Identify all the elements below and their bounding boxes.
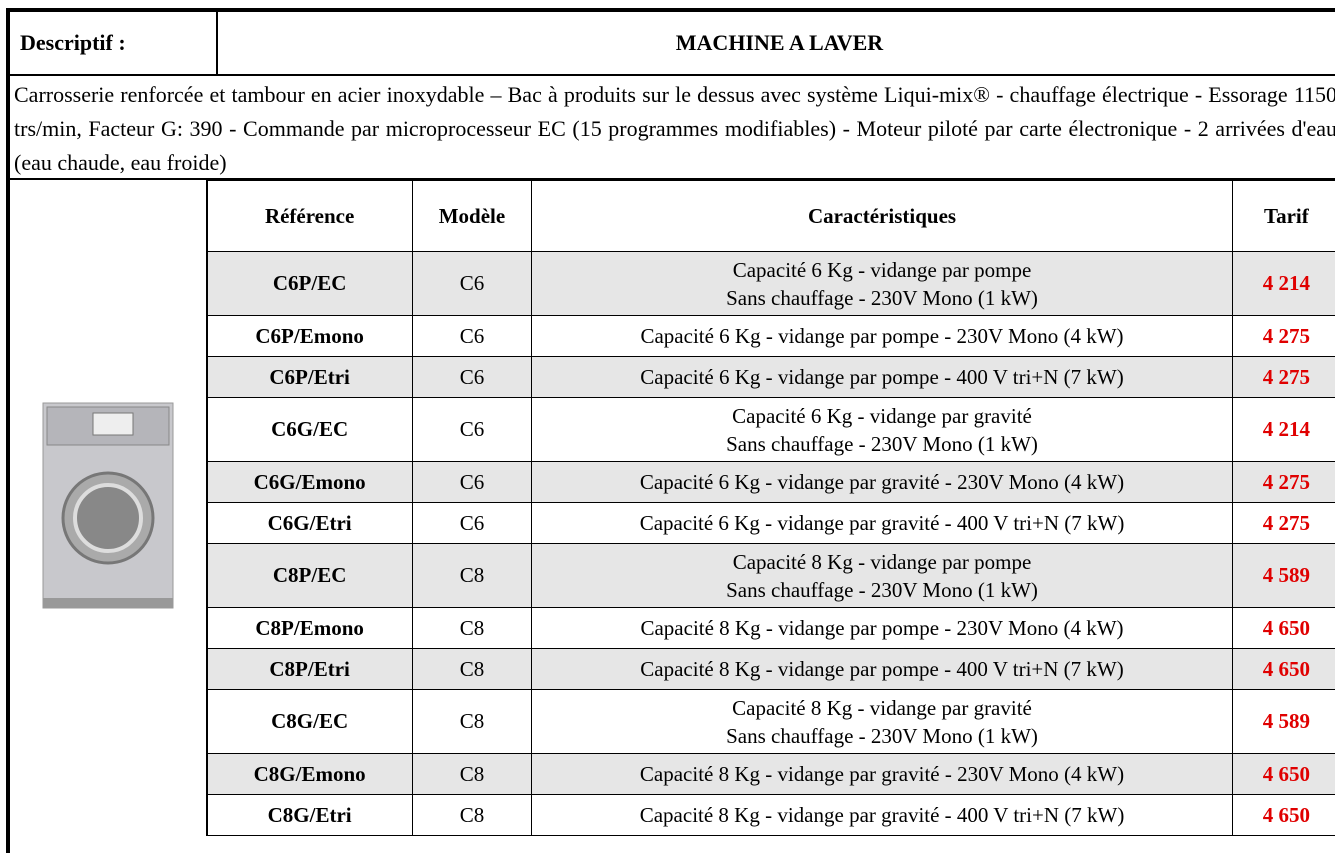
- feature-line: Capacité 6 Kg - vidange par gravité: [538, 402, 1226, 430]
- model: C6: [412, 252, 532, 316]
- price: 4 275: [1232, 357, 1335, 398]
- feature-line: Capacité 6 Kg - vidange par pompe - 400 …: [538, 363, 1226, 391]
- feature-line: Sans chauffage - 230V Mono (1 kW): [538, 722, 1226, 750]
- feature-line: Capacité 6 Kg - vidange par pompe - 230V…: [538, 322, 1226, 350]
- features: Capacité 8 Kg - vidange par gravité - 40…: [532, 795, 1233, 836]
- column-header: Caractéristiques: [532, 181, 1233, 252]
- feature-line: Capacité 6 Kg - vidange par gravité - 23…: [538, 468, 1226, 496]
- model: C8: [412, 795, 532, 836]
- feature-line: Capacité 6 Kg - vidange par gravité - 40…: [538, 509, 1226, 537]
- features: Capacité 6 Kg - vidange par pompe - 230V…: [532, 316, 1233, 357]
- column-header: Modèle: [412, 181, 532, 252]
- model: C6: [412, 462, 532, 503]
- reference: C8P/Emono: [207, 608, 412, 649]
- model: C8: [412, 754, 532, 795]
- price: 4 650: [1232, 754, 1335, 795]
- price: 4 650: [1232, 608, 1335, 649]
- reference: C8P/EC: [207, 544, 412, 608]
- price: 4 275: [1232, 462, 1335, 503]
- feature-line: Sans chauffage - 230V Mono (1 kW): [538, 284, 1226, 312]
- model: C8: [412, 649, 532, 690]
- header-label: Descriptif :: [10, 12, 218, 74]
- model: C8: [412, 690, 532, 754]
- column-header: Tarif: [1232, 181, 1335, 252]
- header: Descriptif : MACHINE A LAVER: [10, 12, 1335, 76]
- model: C6: [412, 357, 532, 398]
- price: 4 650: [1232, 649, 1335, 690]
- reference: C6G/Etri: [207, 503, 412, 544]
- feature-line: Capacité 6 Kg - vidange par pompe: [538, 256, 1226, 284]
- reference: C6P/EC: [207, 252, 412, 316]
- column-header: Référence: [207, 181, 412, 252]
- model: C6: [412, 316, 532, 357]
- feature-line: Capacité 8 Kg - vidange par pompe - 400 …: [538, 655, 1226, 683]
- price: 4 275: [1232, 316, 1335, 357]
- reference: C6P/Etri: [207, 357, 412, 398]
- reference: C8G/Emono: [207, 754, 412, 795]
- feature-line: Capacité 8 Kg - vidange par gravité - 23…: [538, 760, 1226, 788]
- washing-machine: [33, 393, 183, 623]
- price: 4 589: [1232, 544, 1335, 608]
- features: Capacité 6 Kg - vidange par pompe - 400 …: [532, 357, 1233, 398]
- feature-line: Sans chauffage - 230V Mono (1 kW): [538, 576, 1226, 604]
- features: Capacité 8 Kg - vidange par gravité - 23…: [532, 754, 1233, 795]
- price: 4 589: [1232, 690, 1335, 754]
- header-title: MACHINE A LAVER: [218, 12, 1335, 74]
- reference: C8P/Etri: [207, 649, 412, 690]
- features: Capacité 6 Kg - vidange par gravité - 23…: [532, 462, 1233, 503]
- feature-line: Sans chauffage - 230V Mono (1 kW): [538, 430, 1226, 458]
- reference: C6G/EC: [207, 398, 412, 462]
- feature-line: Capacité 8 Kg - vidange par gravité - 40…: [538, 801, 1226, 829]
- document: Descriptif : MACHINE A LAVER Carrosserie…: [6, 8, 1335, 853]
- reference: C6P/Emono: [207, 316, 412, 357]
- feature-line: Capacité 8 Kg - vidange par gravité: [538, 694, 1226, 722]
- price: 4 650: [1232, 795, 1335, 836]
- features: Capacité 6 Kg - vidange par gravité - 40…: [532, 503, 1233, 544]
- features: Capacité 8 Kg - vidange par pompe - 400 …: [532, 649, 1233, 690]
- features: Capacité 8 Kg - vidange par pompe - 230V…: [532, 608, 1233, 649]
- feature-line: Capacité 8 Kg - vidange par pompe - 230V…: [538, 614, 1226, 642]
- model: C6: [412, 503, 532, 544]
- model: C6: [412, 398, 532, 462]
- price: 4 214: [1232, 398, 1335, 462]
- reference: C8G/Etri: [207, 795, 412, 836]
- price: 4 275: [1232, 503, 1335, 544]
- feature-line: Capacité 8 Kg - vidange par pompe: [538, 548, 1226, 576]
- price: 4 214: [1232, 252, 1335, 316]
- reference: C8G/EC: [207, 690, 412, 754]
- reference: C6G/Emono: [207, 462, 412, 503]
- model: C8: [412, 608, 532, 649]
- model: C8: [412, 544, 532, 608]
- product-image: [10, 180, 207, 836]
- description: Carrosserie renforcée et tambour en acie…: [10, 76, 1335, 180]
